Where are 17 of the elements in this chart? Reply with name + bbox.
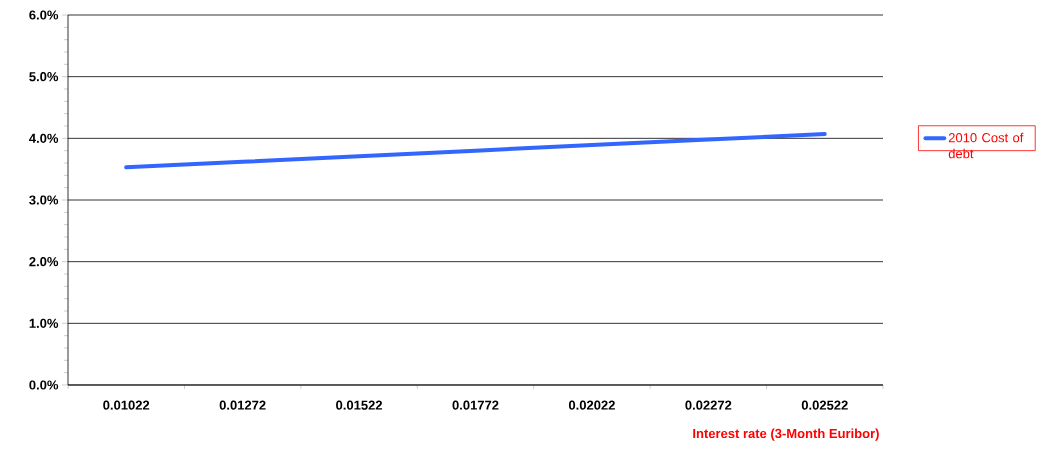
x-tick-label: 0.01022 [103, 400, 150, 410]
x-tick-label: 0.01272 [219, 400, 266, 410]
x-tick-label: 0.02522 [801, 400, 848, 410]
y-tick-label: 3.0% [29, 195, 59, 205]
y-tick-label: 5.0% [29, 72, 59, 82]
x-tick-label: 0.01522 [336, 400, 383, 410]
y-tick-label: 0.0% [29, 380, 59, 390]
x-tick-label: 0.02022 [568, 400, 615, 410]
y-tick-label: 2.0% [29, 257, 59, 267]
y-tick-label: 6.0% [29, 10, 59, 20]
x-tick-label: 0.02272 [685, 400, 732, 410]
x-tick-label: 0.01772 [452, 400, 499, 410]
line-series [124, 132, 827, 170]
y-tick-label: 1.0% [29, 318, 59, 328]
y-tick-label: 4.0% [29, 133, 59, 143]
x-axis-title: Interest rate (3-Month Euribor) [693, 428, 879, 441]
legend-label: 2010 Cost of debt [948, 132, 1024, 159]
